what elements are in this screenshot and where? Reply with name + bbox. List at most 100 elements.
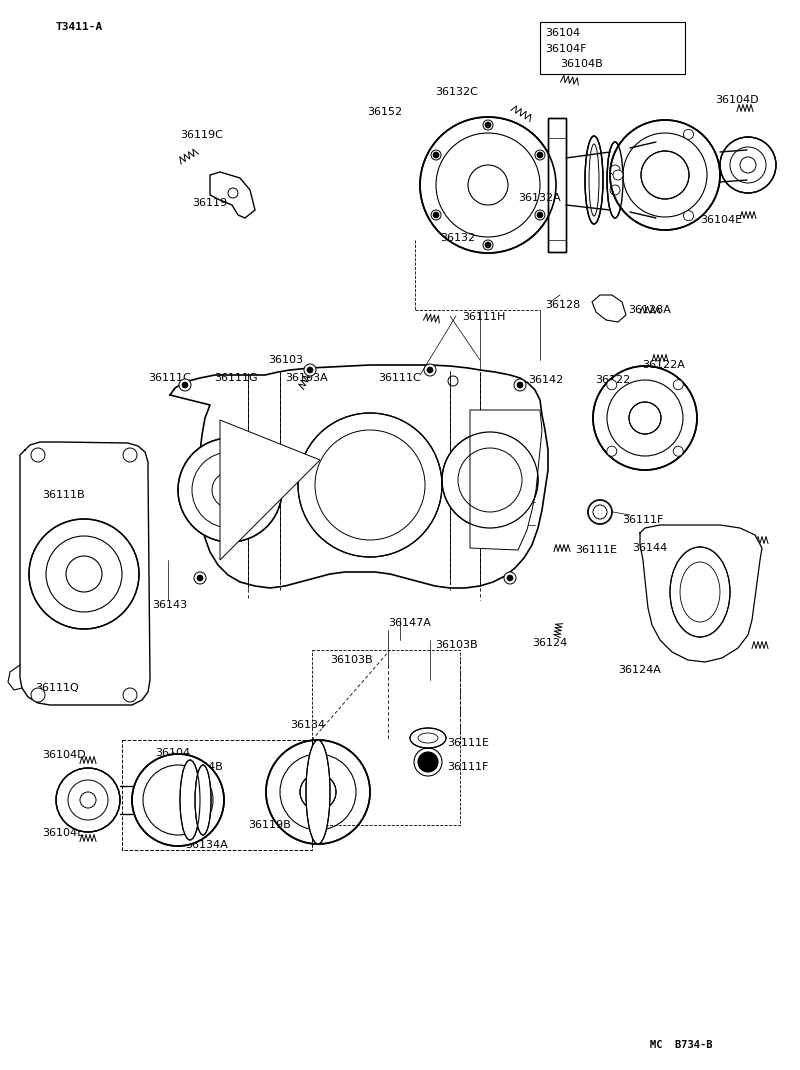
Bar — [122, 740, 312, 850]
Text: 36104F: 36104F — [545, 44, 586, 54]
Ellipse shape — [306, 740, 330, 844]
Ellipse shape — [670, 547, 730, 637]
Circle shape — [182, 382, 188, 388]
Circle shape — [485, 242, 491, 248]
Circle shape — [433, 152, 439, 158]
Ellipse shape — [607, 142, 623, 218]
Text: 36103B: 36103B — [330, 655, 373, 664]
Circle shape — [629, 402, 661, 434]
Text: 36111F: 36111F — [447, 762, 488, 771]
Bar — [548, 118, 566, 253]
Polygon shape — [640, 525, 762, 662]
Text: 36111E: 36111E — [447, 738, 489, 748]
Text: 36103: 36103 — [268, 355, 303, 365]
Text: 36111E: 36111E — [575, 545, 617, 555]
Text: 36104E: 36104E — [42, 828, 84, 838]
Circle shape — [483, 240, 493, 250]
Text: 36134: 36134 — [290, 720, 325, 730]
Text: 36104F: 36104F — [148, 775, 190, 785]
Text: 36132C: 36132C — [435, 87, 478, 97]
Circle shape — [517, 382, 523, 388]
Ellipse shape — [195, 765, 211, 835]
Circle shape — [610, 120, 720, 230]
Text: 36132A: 36132A — [518, 193, 561, 203]
Circle shape — [420, 117, 556, 253]
Circle shape — [442, 432, 538, 528]
Bar — [312, 649, 460, 825]
Text: 36111G: 36111G — [214, 373, 258, 383]
Text: 36143: 36143 — [152, 600, 187, 610]
Circle shape — [683, 129, 694, 139]
Circle shape — [424, 364, 436, 376]
Text: 36119C: 36119C — [180, 129, 223, 140]
Polygon shape — [210, 172, 255, 218]
Circle shape — [593, 366, 697, 470]
Text: 36122A: 36122A — [642, 360, 685, 370]
Text: 36111C: 36111C — [378, 373, 421, 383]
Bar — [540, 22, 685, 74]
Circle shape — [194, 572, 206, 584]
Circle shape — [535, 210, 545, 220]
Text: 36104E: 36104E — [700, 215, 742, 225]
Circle shape — [483, 120, 493, 129]
Circle shape — [514, 379, 526, 391]
Circle shape — [641, 151, 689, 199]
Circle shape — [537, 152, 543, 158]
Text: 36124: 36124 — [532, 638, 567, 648]
Polygon shape — [220, 421, 320, 560]
Circle shape — [300, 774, 336, 810]
Circle shape — [720, 137, 776, 193]
Polygon shape — [20, 442, 150, 705]
Circle shape — [613, 170, 623, 180]
Text: 36111Q: 36111Q — [35, 683, 78, 693]
Text: 36103A: 36103A — [285, 373, 328, 383]
Circle shape — [179, 379, 191, 391]
Text: 36104D: 36104D — [715, 95, 758, 105]
Circle shape — [307, 367, 313, 373]
Circle shape — [740, 157, 756, 173]
Ellipse shape — [410, 728, 446, 748]
Circle shape — [31, 688, 45, 702]
Circle shape — [588, 500, 612, 524]
Circle shape — [535, 150, 545, 160]
Circle shape — [606, 446, 617, 456]
Circle shape — [29, 519, 139, 629]
Circle shape — [418, 752, 438, 771]
Text: T3411-A: T3411-A — [55, 22, 102, 32]
Text: 36124A: 36124A — [618, 664, 661, 675]
Text: 36104B: 36104B — [180, 762, 222, 771]
Circle shape — [431, 150, 441, 160]
Circle shape — [304, 364, 316, 376]
Circle shape — [433, 212, 439, 218]
Text: 36103B: 36103B — [435, 640, 478, 649]
Ellipse shape — [180, 760, 200, 840]
Circle shape — [266, 740, 370, 844]
Text: 36144: 36144 — [632, 542, 667, 553]
Circle shape — [683, 211, 694, 220]
Text: 36152: 36152 — [367, 107, 402, 117]
Text: 36111C: 36111C — [148, 373, 190, 383]
Text: 36104B: 36104B — [560, 59, 602, 68]
Text: 36132: 36132 — [440, 233, 475, 243]
Circle shape — [606, 380, 617, 389]
Text: 36128: 36128 — [545, 300, 580, 310]
Circle shape — [674, 380, 683, 389]
Text: 36111H: 36111H — [462, 312, 506, 322]
Circle shape — [123, 688, 137, 702]
Text: 36111F: 36111F — [622, 515, 663, 525]
Text: 36104D: 36104D — [42, 750, 86, 760]
Circle shape — [537, 212, 543, 218]
Circle shape — [31, 448, 45, 462]
Text: 36111B: 36111B — [42, 490, 85, 500]
Text: 36119B: 36119B — [248, 820, 290, 830]
Text: 36119: 36119 — [192, 198, 227, 208]
Circle shape — [504, 572, 516, 584]
Bar — [548, 118, 566, 253]
Circle shape — [298, 413, 442, 557]
Text: 36142: 36142 — [528, 374, 563, 385]
Circle shape — [80, 792, 96, 808]
Circle shape — [132, 754, 224, 846]
Circle shape — [178, 438, 282, 542]
Text: MC  B734-B: MC B734-B — [650, 1040, 713, 1050]
Circle shape — [56, 768, 120, 832]
